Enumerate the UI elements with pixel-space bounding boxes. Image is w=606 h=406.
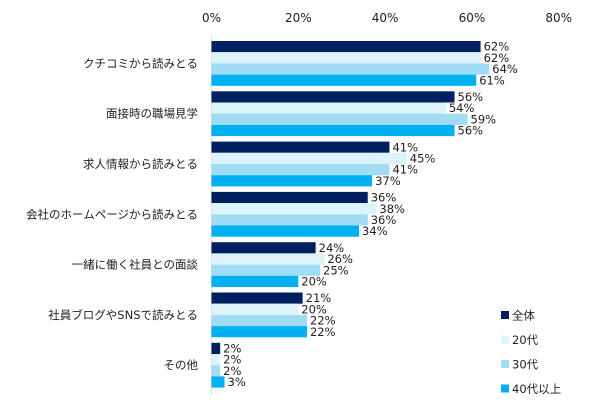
data-label: 56% (458, 124, 484, 138)
legend-swatch (501, 311, 509, 319)
data-label: 54% (449, 101, 475, 115)
category-label: 社員ブログやSNSで読みとる (48, 308, 198, 322)
bar (211, 152, 407, 164)
category-label: 面接時の職場見学 (106, 107, 198, 121)
data-label: 45% (410, 152, 436, 166)
x-tick-label: 80% (545, 11, 572, 25)
data-label: 25% (323, 263, 349, 277)
data-label: 2% (223, 353, 241, 367)
bar (211, 175, 373, 187)
x-tick-label: 60% (459, 11, 486, 25)
data-label: 21% (306, 291, 332, 305)
category-label: クチコミから読みとる (83, 56, 198, 70)
data-label: 62% (484, 51, 510, 65)
bar (211, 376, 225, 388)
category-label: 会社のホームページから読みとる (26, 207, 198, 221)
bar (211, 214, 368, 226)
bar (211, 91, 455, 103)
bars (211, 41, 490, 388)
legend-swatch (501, 384, 509, 393)
bar (211, 124, 455, 137)
data-label: 26% (327, 252, 353, 266)
bar (211, 203, 377, 215)
data-label: 22% (310, 325, 336, 339)
x-tick-label: 20% (285, 11, 312, 25)
legend-swatch (501, 360, 509, 368)
bar (211, 275, 299, 287)
data-label: 41% (392, 140, 418, 154)
legend-label: 40代以上 (512, 382, 561, 396)
category-labels: クチコミから読みとる面接時の職場見学求人情報から読みとる会社のホームページから読… (26, 56, 198, 372)
legend-swatch (501, 335, 509, 344)
legend-label: 30代 (512, 358, 539, 372)
x-tick-label: 40% (372, 11, 399, 25)
data-label: 36% (371, 191, 397, 205)
bar (211, 264, 320, 276)
data-label: 34% (362, 224, 388, 238)
data-label: 36% (371, 213, 397, 227)
bar (211, 225, 360, 237)
bar (211, 141, 390, 153)
data-label: 22% (310, 314, 336, 328)
bar (211, 41, 481, 53)
data-label: 2% (223, 364, 241, 378)
bar (211, 326, 307, 338)
legend: 全体 20代 30代 40代以上 (501, 309, 561, 396)
category-label: その他 (164, 358, 199, 372)
bar (211, 314, 307, 327)
bar (211, 292, 303, 304)
data-label: 2% (223, 342, 241, 356)
bar (211, 102, 446, 114)
x-tick-label: 0% (202, 11, 221, 25)
data-label: 62% (484, 40, 510, 54)
bar (211, 74, 477, 86)
data-label: 20% (301, 275, 327, 289)
data-label: 56% (458, 90, 484, 104)
bar (211, 113, 468, 125)
bar (211, 164, 390, 176)
category-label: 求人情報から読みとる (83, 157, 198, 171)
data-label: 61% (479, 73, 505, 87)
bar (211, 253, 325, 265)
bar (211, 342, 221, 354)
data-label: 37% (375, 174, 401, 188)
bar (211, 303, 299, 315)
bar (211, 242, 316, 254)
data-label: 41% (392, 163, 418, 177)
bar (211, 63, 490, 75)
data-label: 64% (492, 62, 518, 76)
bar (211, 191, 368, 204)
bar (211, 365, 221, 377)
legend-label: 全体 (512, 309, 535, 323)
data-label: 3% (228, 375, 246, 389)
data-label: 24% (319, 241, 345, 255)
x-axis-ticks: 0% 20% 40% 60% 80% (202, 11, 572, 25)
bar (211, 354, 221, 366)
legend-label: 20代 (512, 333, 539, 347)
data-label: 20% (301, 302, 327, 316)
data-label: 59% (471, 112, 497, 126)
category-label: 一緒に働く社員との面談 (72, 258, 199, 272)
bar (211, 52, 481, 64)
data-labels: 62%62%64%61%56%54%59%56%41%45%41%37%36%3… (223, 40, 518, 389)
data-label: 38% (379, 202, 405, 216)
